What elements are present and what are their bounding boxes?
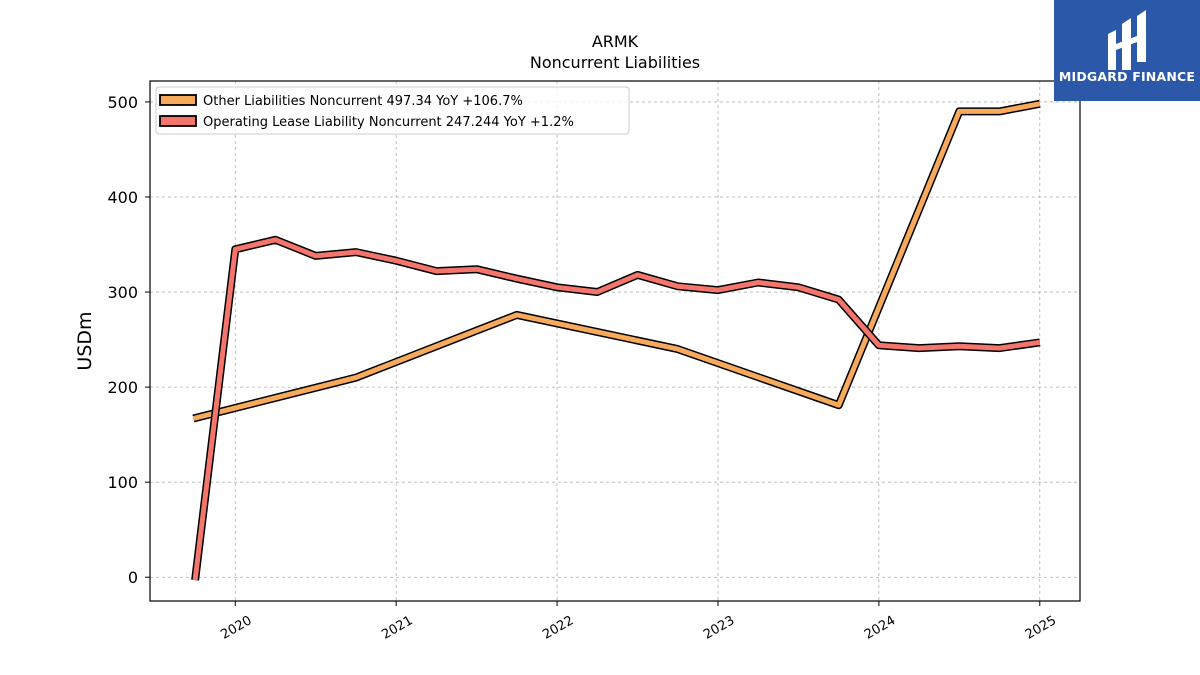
- logo-text: MIDGARD FINANCE: [1059, 69, 1195, 84]
- y-tick-label: 400: [107, 188, 138, 207]
- legend-box: [155, 86, 630, 135]
- series-line-other-liabilities: [192, 101, 1041, 421]
- y-tick-label: 0: [128, 568, 138, 587]
- legend-swatch-operating-lease: [159, 115, 197, 127]
- logo-mark-icon: [1108, 10, 1146, 70]
- legend-label-operating-lease: Operating Lease Liability Noncurrent 247…: [203, 115, 574, 130]
- plot-frame: [149, 80, 1081, 602]
- y-axis-label: USDm: [74, 311, 96, 370]
- y-tick-label: 200: [107, 378, 138, 397]
- series-line-operating-lease: [192, 237, 1041, 581]
- series-lines: [191, 99, 1041, 581]
- midgard-finance-logo: MIDGARD FINANCE: [1054, 0, 1200, 101]
- y-tick-label: 100: [107, 473, 138, 492]
- chart-title: ARMK: [592, 32, 639, 51]
- y-tick-label: 300: [107, 283, 138, 302]
- legend: Other Liabilities Noncurrent 497.34 YoY …: [155, 86, 630, 135]
- chart-subtitle: Noncurrent Liabilities: [530, 53, 700, 72]
- legend-swatch-other-liabilities: [159, 94, 197, 106]
- y-tick-label: 500: [107, 93, 138, 112]
- legend-label-other-liabilities: Other Liabilities Noncurrent 497.34 YoY …: [203, 94, 523, 109]
